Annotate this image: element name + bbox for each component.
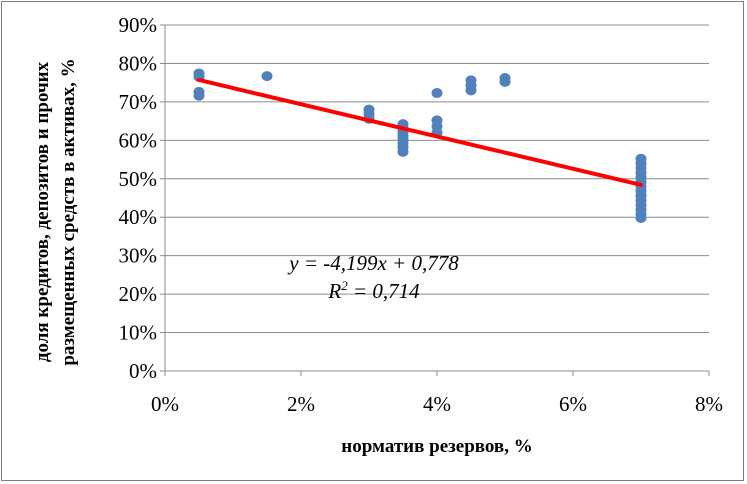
x-tick-label-0: 0% [151, 392, 179, 416]
y-tick-label-7: 70% [119, 90, 158, 114]
trendline-equation: y = -4,199x + 0,778 [287, 251, 459, 275]
x-tick-label-3: 6% [559, 392, 587, 416]
trendline-group [197, 77, 643, 187]
x-tick-label-1: 2% [287, 392, 315, 416]
axes [160, 24, 710, 376]
y-tick-labels: 0% 10% 20% 30% 40% 50% 60% 70% 80% 90% [119, 13, 158, 383]
y-tick-label-1: 10% [119, 321, 158, 345]
y-axis-title-line-1: доля кредитов, депозитов и прочих [32, 61, 53, 362]
data-points [193, 68, 647, 223]
grid-lines [165, 24, 709, 334]
data-point-0-24 [499, 76, 511, 87]
y-tick-label-2: 20% [119, 282, 158, 306]
data-point-0-15 [397, 146, 409, 157]
data-point-0-38 [635, 212, 647, 223]
data-point-0-4 [261, 71, 273, 82]
x-tick-labels: 0% 2% 4% 6% 8% [151, 392, 723, 416]
x-tick-label-4: 8% [695, 392, 723, 416]
y-tick-label-0: 0% [129, 359, 157, 383]
y-tick-label-3: 30% [119, 244, 158, 268]
x-tick-label-2: 4% [423, 392, 451, 416]
r-squared-label: R2 = 0,714 [327, 278, 420, 303]
y-tick-label-6: 60% [119, 128, 158, 152]
x-axis-title: норматив резервов, % [341, 436, 532, 457]
y-axis-title: доля кредитов, депозитов и прочих размещ… [32, 58, 79, 365]
data-point-0-22 [465, 85, 477, 96]
y-tick-label-5: 50% [119, 167, 158, 191]
y-tick-label-9: 90% [119, 13, 158, 37]
data-point-0-16 [431, 88, 443, 99]
y-axis-title-line-2: размещенных средств в активах, % [58, 58, 79, 365]
trendline [197, 77, 643, 187]
data-point-0-3 [193, 90, 205, 101]
y-tick-label-4: 40% [119, 205, 158, 229]
y-tick-label-8: 80% [119, 51, 158, 75]
